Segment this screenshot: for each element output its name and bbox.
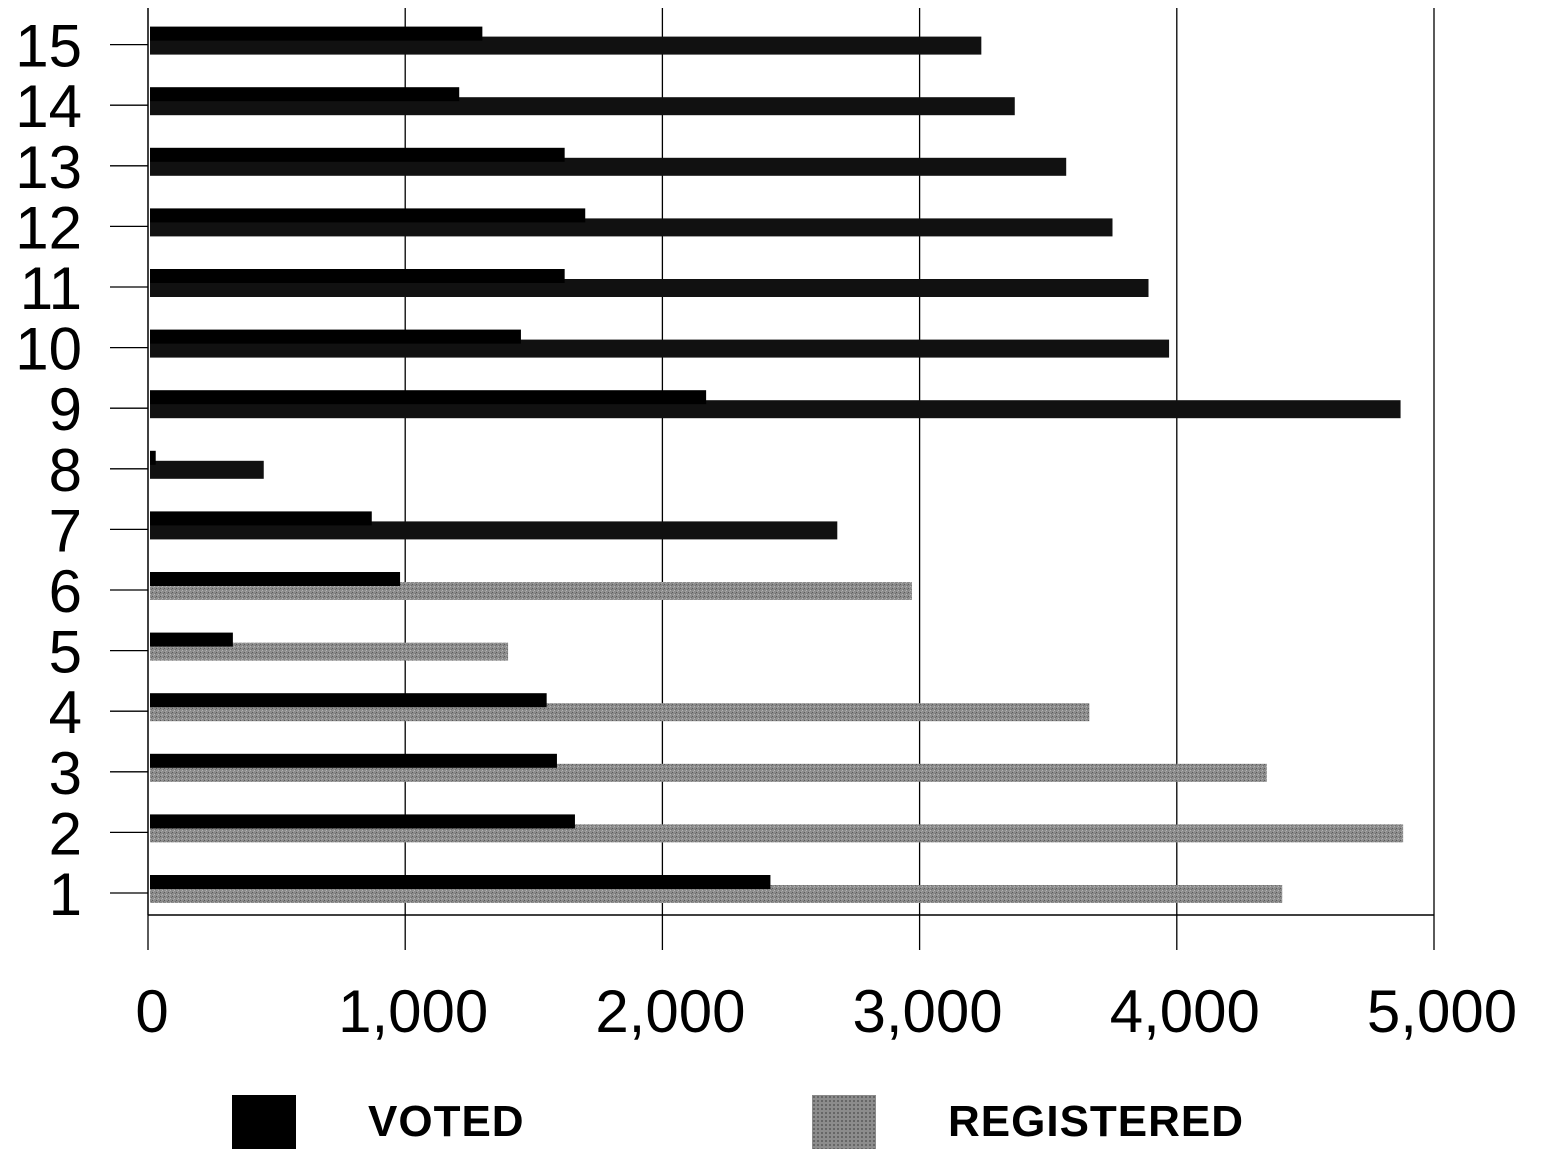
y-tick-label: 14 [15, 73, 82, 140]
bar-registered-2 [150, 824, 1404, 843]
bar-voted-11 [150, 269, 565, 283]
legend-voted: VOTED [232, 1095, 525, 1149]
y-tick-label: 4 [49, 679, 82, 746]
x-tick-label: 2,000 [595, 978, 745, 1045]
y-tick-label: 9 [49, 376, 82, 443]
axes [110, 8, 1435, 950]
bar-registered-12 [150, 218, 1113, 237]
x-tick-label: 4,000 [1110, 978, 1260, 1045]
y-tick-label: 6 [49, 558, 82, 625]
y-tick-label: 10 [15, 316, 82, 383]
bar-registered-13 [150, 157, 1067, 176]
bar-registered-9 [150, 400, 1401, 419]
bar-voted-4 [150, 693, 547, 708]
bar-voted-5 [150, 632, 233, 647]
bar-registered-8 [150, 460, 264, 479]
y-tick-label: 15 [15, 13, 82, 80]
y-tick-label: 2 [49, 800, 82, 867]
bar-voted-7 [150, 511, 372, 526]
bar-voted-3 [150, 753, 557, 768]
bar-registered-1 [150, 885, 1283, 903]
bar-registered-11 [150, 279, 1149, 297]
bar-registered-7 [150, 521, 838, 540]
y-tick-label: 13 [15, 134, 82, 201]
bar-voted-12 [150, 208, 586, 223]
legend-label-registered: REGISTERED [948, 1097, 1245, 1146]
bar-registered-10 [150, 339, 1170, 358]
bar-registered-15 [150, 36, 982, 55]
bar-voted-1 [150, 875, 771, 889]
bar-registered-14 [150, 97, 1015, 116]
legend-swatch-registered [812, 1095, 876, 1149]
bar-voted-15 [150, 26, 483, 41]
x-tick-label: 5,000 [1367, 978, 1517, 1045]
bar-voted-6 [150, 572, 401, 586]
x-tick-label: 1,000 [338, 978, 488, 1045]
bar-voted-13 [150, 147, 565, 162]
legend-label-voted: VOTED [368, 1097, 525, 1146]
x-tick-label: 3,000 [853, 978, 1003, 1045]
bar-voted-10 [150, 329, 521, 344]
y-tick-label: 11 [20, 255, 82, 322]
legend-swatch-voted [232, 1095, 296, 1149]
bar-registered-3 [150, 763, 1267, 782]
bar-registered-6 [150, 582, 912, 600]
x-tick-label: 0 [135, 978, 168, 1045]
bar-voted-8 [150, 450, 156, 465]
y-tick-label: 5 [49, 619, 82, 686]
legend-registered: REGISTERED [812, 1095, 1244, 1149]
bar-voted-9 [150, 390, 707, 405]
bar-registered-5 [150, 642, 509, 661]
y-tick-label: 1 [49, 861, 82, 928]
tick-labels: 0 1,000 2,000 3,000 4,000 5,00012345678910111… [15, 13, 1517, 1045]
y-tick-label: 12 [15, 194, 82, 261]
bar-voted-2 [150, 814, 575, 829]
y-tick-label: 3 [49, 740, 82, 807]
y-tick-label: 7 [49, 497, 82, 564]
bars [150, 26, 1404, 903]
bar-registered-4 [150, 703, 1090, 722]
y-tick-label: 8 [49, 437, 82, 504]
bar-voted-14 [150, 87, 460, 102]
